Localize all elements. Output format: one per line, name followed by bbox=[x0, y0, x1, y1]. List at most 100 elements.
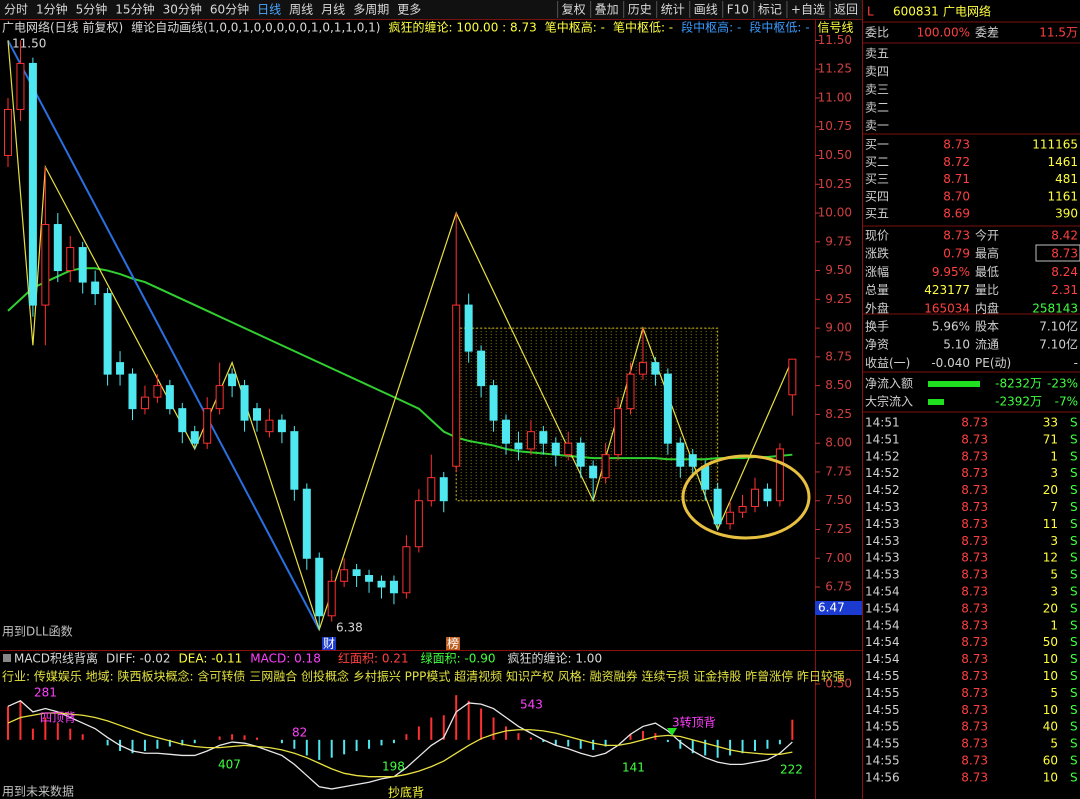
order-price: 8.71 bbox=[943, 172, 970, 186]
tick-volume: 5 bbox=[1050, 568, 1058, 582]
y-tick-label: 11.25 bbox=[818, 62, 852, 76]
candle-body bbox=[763, 488, 772, 502]
toolbar-tab[interactable]: 多周期 bbox=[353, 3, 389, 17]
candle-body bbox=[551, 442, 560, 456]
stock-name: 广电网络 bbox=[943, 4, 991, 19]
toolbar-button[interactable]: 叠加 bbox=[595, 3, 619, 17]
candle-body bbox=[290, 431, 299, 490]
toolbar-button[interactable]: F10 bbox=[727, 3, 749, 17]
toolbar-tab[interactable]: 15分钟 bbox=[115, 2, 154, 17]
tick-volume: 10 bbox=[1043, 669, 1058, 683]
dll-note: 用到DLL函数 bbox=[2, 624, 73, 639]
tick-volume: 1 bbox=[1050, 449, 1058, 463]
tick-price: 8.73 bbox=[961, 770, 988, 784]
tick-side: S bbox=[1070, 635, 1078, 649]
candle-body bbox=[340, 569, 349, 582]
candle-body bbox=[663, 373, 672, 444]
quote-value: 9.95% bbox=[932, 265, 970, 279]
y-tick-label: 8.00 bbox=[825, 436, 852, 450]
tick-side: S bbox=[1070, 686, 1078, 700]
tick-side: S bbox=[1070, 449, 1078, 463]
toolbar-button[interactable]: 返回 bbox=[834, 3, 858, 17]
tick-volume: 60 bbox=[1043, 754, 1058, 768]
tick-price: 8.73 bbox=[961, 618, 988, 632]
toolbar-button[interactable]: 标记 bbox=[758, 3, 782, 17]
quote-label: 换手 bbox=[865, 320, 889, 334]
tick-volume: 10 bbox=[1043, 652, 1058, 666]
tick-side: S bbox=[1070, 551, 1078, 565]
tick-side: S bbox=[1070, 754, 1078, 768]
candle-body bbox=[228, 373, 237, 387]
tick-volume: 20 bbox=[1043, 601, 1058, 615]
tick-price: 8.73 bbox=[961, 534, 988, 548]
y-tick-label: 8.25 bbox=[825, 407, 852, 421]
candle-body bbox=[477, 350, 486, 387]
chart-header-item: 段中枢高: - bbox=[681, 20, 741, 35]
order-label: 卖一 bbox=[865, 119, 889, 133]
toolbar-tab[interactable]: 60分钟 bbox=[210, 2, 249, 17]
toolbar-button[interactable]: 复权 bbox=[562, 3, 586, 17]
toolbar-tab[interactable]: 分时 bbox=[4, 3, 28, 17]
toolbar-tab[interactable]: 5分钟 bbox=[76, 2, 108, 17]
candle-body bbox=[4, 108, 12, 156]
high-label: 11.50 bbox=[12, 37, 46, 51]
tick-price: 8.73 bbox=[961, 416, 988, 430]
candle-body bbox=[452, 304, 461, 467]
flow-pct: -7% bbox=[1055, 395, 1078, 409]
highlight-ellipse bbox=[681, 454, 811, 540]
tick-price: 8.73 bbox=[961, 669, 988, 683]
candle-body bbox=[116, 362, 125, 375]
tick-volume: 20 bbox=[1043, 483, 1058, 497]
quote-label: 股本 bbox=[975, 320, 999, 334]
toolbar-tab[interactable]: 30分钟 bbox=[163, 2, 202, 17]
tick-time: 14:51 bbox=[865, 432, 900, 446]
toolbar-tab[interactable]: 周线 bbox=[289, 3, 313, 17]
y-tick-label: 7.00 bbox=[825, 551, 852, 565]
toolbar-button[interactable]: 画线 bbox=[694, 3, 718, 17]
quote-value: 7.10亿 bbox=[1039, 319, 1078, 334]
toolbar-tab[interactable]: 日线 bbox=[257, 3, 281, 17]
macd-annotation: 222 bbox=[780, 763, 803, 777]
chart-header-item: 信号线 bbox=[818, 21, 854, 35]
toolbar-tab[interactable]: 月线 bbox=[321, 3, 345, 17]
candle-body bbox=[751, 488, 759, 507]
quote-value: 165034 bbox=[924, 301, 970, 315]
order-volume: 1161 bbox=[1047, 189, 1078, 203]
candle-body bbox=[589, 465, 598, 479]
tick-volume: 40 bbox=[1043, 720, 1058, 734]
tick-time: 14:55 bbox=[865, 737, 900, 751]
quote-value: 8.42 bbox=[1051, 229, 1078, 243]
tick-price: 8.73 bbox=[961, 635, 988, 649]
tick-time: 14:52 bbox=[865, 449, 900, 463]
label: 委差 bbox=[975, 26, 999, 40]
y-tick-label: 6.75 bbox=[825, 580, 852, 594]
macd-annotation: 抄底背 bbox=[388, 785, 424, 799]
tick-price: 8.73 bbox=[961, 585, 988, 599]
label: 委比 bbox=[865, 26, 889, 40]
tick-volume: 12 bbox=[1043, 551, 1058, 565]
candle-body bbox=[53, 224, 62, 272]
toolbar-button[interactable]: 统计 bbox=[661, 3, 685, 17]
toolbar-bg bbox=[0, 0, 862, 19]
quote-value: 5.10 bbox=[943, 338, 970, 352]
quote-value: - bbox=[1074, 356, 1078, 370]
candle-body bbox=[564, 442, 573, 456]
candle-body bbox=[526, 431, 535, 450]
macd-header-item: MACD: 0.18 bbox=[250, 652, 321, 666]
candle-body bbox=[165, 385, 174, 410]
toolbar-button[interactable]: +自选 bbox=[791, 3, 825, 17]
candle-body bbox=[91, 281, 100, 295]
chart-header-item: 笔中枢高: - bbox=[545, 20, 605, 35]
y-tick-label: 9.25 bbox=[825, 292, 852, 306]
tick-side: S bbox=[1070, 432, 1078, 446]
candle-body bbox=[676, 442, 685, 467]
toolbar-tab[interactable]: 更多 bbox=[397, 3, 421, 17]
quote-label: 外盘 bbox=[865, 300, 889, 315]
order-label: 买二 bbox=[865, 155, 889, 169]
y-tick-label: 8.50 bbox=[825, 378, 852, 392]
toolbar-button[interactable]: 历史 bbox=[628, 3, 652, 17]
tick-side: S bbox=[1070, 737, 1078, 751]
tick-price: 8.73 bbox=[961, 551, 988, 565]
order-price: 8.72 bbox=[943, 155, 970, 169]
toolbar-tab[interactable]: 1分钟 bbox=[36, 2, 68, 17]
